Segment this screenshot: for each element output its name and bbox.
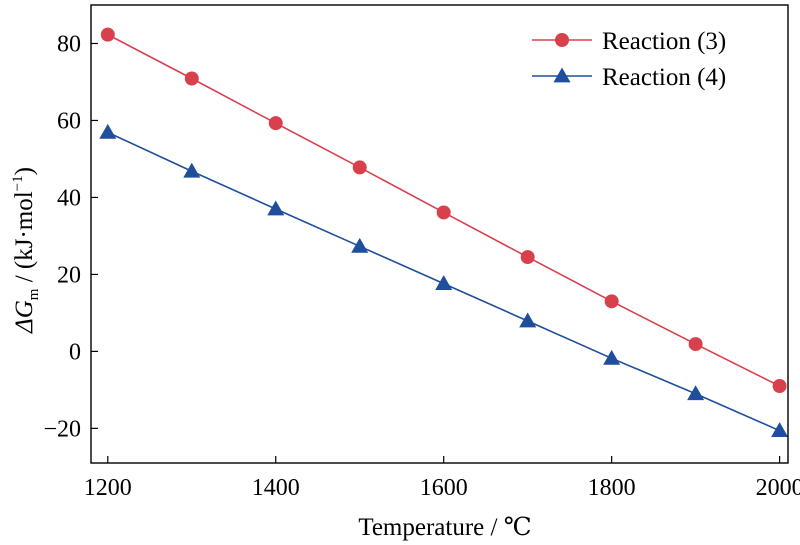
x-tick-label-1200: 1200 [84, 475, 132, 501]
data-point-1-1900 [688, 337, 703, 352]
data-point-2-2000 [771, 422, 789, 438]
x-axis-title: Temperature / ℃ [358, 514, 531, 541]
data-point-2-1300 [183, 162, 201, 178]
y-tick-label-0: 0 [69, 339, 81, 365]
y-axis-title-unit: / (kJ·mol [11, 191, 38, 288]
y-tick-label--20: −20 [43, 416, 81, 442]
y-tick-label-40: 40 [57, 185, 81, 211]
data-point-1-2000 [772, 379, 787, 394]
legend-marker-1 [555, 33, 569, 47]
data-point-2-1400 [267, 200, 285, 216]
legend: Reaction (3) Reaction (4) [532, 28, 726, 91]
y-axis-title-subscript: m [26, 288, 42, 300]
x-tick-label-1600: 1600 [420, 475, 468, 501]
x-tick-label-1800: 1800 [588, 475, 636, 501]
x-tick-label-1400: 1400 [252, 475, 300, 501]
data-point-1-1500 [352, 160, 367, 175]
data-point-1-1700 [520, 250, 535, 265]
y-tick-label-60: 60 [57, 108, 81, 134]
legend-label-1: Reaction (3) [602, 28, 726, 55]
data-point-1-1400 [268, 116, 283, 131]
data-point-2-1700 [519, 312, 537, 328]
data-point-1-1800 [604, 294, 619, 309]
plot-frame [90, 4, 789, 464]
axes: 1200 1400 1600 1800 2000 −20 0 20 40 60 80 [43, 4, 800, 501]
x-tick-label-2000: 2000 [756, 475, 800, 501]
data-point-1-1600 [436, 205, 451, 220]
plot-area [99, 27, 789, 438]
data-point-2-1200 [99, 123, 117, 139]
data-point-2-1900 [687, 385, 705, 401]
series-1 [100, 27, 787, 394]
data-point-1-1300 [184, 71, 199, 86]
legend-label-2: Reaction (4) [602, 64, 726, 91]
data-point-2-1500 [351, 237, 369, 253]
data-point-2-1600 [435, 275, 453, 291]
y-tick-label-20: 20 [57, 262, 81, 288]
y-tick-label-80: 80 [57, 31, 81, 57]
series-2 [99, 123, 789, 438]
legend-entry-2: Reaction (4) [532, 64, 726, 91]
y-axis-title-symbol: ΔG [11, 300, 38, 334]
data-point-1-1200 [100, 27, 115, 42]
y-axis-title-suffix: ) [11, 167, 38, 175]
legend-marker-2 [553, 67, 571, 83]
data-point-2-1800 [603, 349, 621, 365]
y-axis-title-superscript: −1 [10, 175, 26, 191]
y-axis-title: ΔGm / (kJ·mol−1) [10, 167, 42, 334]
legend-entry-1: Reaction (3) [532, 28, 726, 55]
